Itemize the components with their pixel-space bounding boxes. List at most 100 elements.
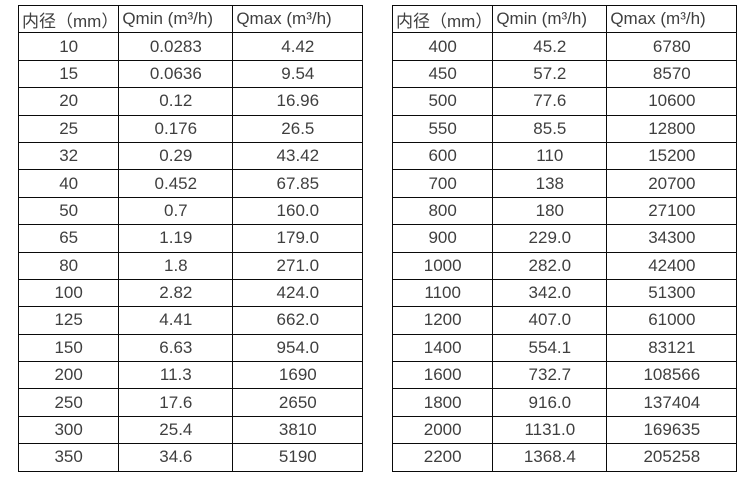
qmax-cell: 10600 (606, 87, 738, 116)
table-header: 内径（mm） Qmin (m³/h) Qmax (m³/h) (17, 4, 364, 34)
diameter-cell: 25 (17, 114, 120, 143)
diameter-cell: 2000 (391, 415, 494, 445)
qmax-cell: 67.85 (232, 169, 364, 198)
qmax-cell: 205258 (606, 443, 738, 472)
diameter-cell: 600 (391, 141, 494, 171)
table-row: 800 180 27100 (391, 196, 738, 226)
table-row: 40 0.452 67.85 (17, 169, 364, 198)
diameter-cell: 800 (391, 196, 494, 226)
header-row: 内径（mm） Qmin (m³/h) Qmax (m³/h) (17, 4, 364, 34)
diameter-cell: 32 (17, 141, 120, 171)
qmax-cell: 662.0 (232, 306, 364, 335)
table-row: 25 0.176 26.5 (17, 114, 364, 143)
qmin-cell: 85.5 (492, 114, 608, 143)
table-row: 1000 282.0 42400 (391, 251, 738, 280)
qmax-cell: 3810 (232, 415, 364, 445)
qmin-cell: 1.19 (118, 224, 234, 253)
qmax-cell: 20700 (606, 169, 738, 198)
qmin-cell: 0.176 (118, 114, 234, 143)
column-header-qmin: Qmin (m³/h) (118, 4, 234, 34)
diameter-cell: 1100 (391, 278, 494, 308)
qmax-cell: 5190 (232, 443, 364, 472)
qmin-cell: 1.8 (118, 251, 234, 280)
qmin-cell: 229.0 (492, 224, 608, 253)
qmin-cell: 1368.4 (492, 443, 608, 472)
qmax-cell: 27100 (606, 196, 738, 226)
qmax-cell: 26.5 (232, 114, 364, 143)
diameter-cell: 150 (17, 333, 120, 363)
table-row: 125 4.41 662.0 (17, 306, 364, 335)
qmin-cell: 407.0 (492, 306, 608, 335)
diameter-cell: 1200 (391, 306, 494, 335)
qmax-cell: 179.0 (232, 224, 364, 253)
flow-range-table-large-diameters: 内径（mm） Qmin (m³/h) Qmax (m³/h) 400 45.2 6780… (391, 4, 738, 472)
qmin-cell: 25.4 (118, 415, 234, 445)
qmax-cell: 2650 (232, 388, 364, 417)
qmin-cell: 6.63 (118, 333, 234, 363)
diameter-cell: 550 (391, 114, 494, 143)
table-row: 300 25.4 3810 (17, 415, 364, 445)
column-header-qmax: Qmax (m³/h) (606, 4, 738, 34)
table-row: 700 138 20700 (391, 169, 738, 198)
table-row: 1200 407.0 61000 (391, 306, 738, 335)
diameter-cell: 80 (17, 251, 120, 280)
qmin-cell: 0.12 (118, 87, 234, 116)
qmax-cell: 424.0 (232, 278, 364, 308)
diameter-cell: 15 (17, 59, 120, 89)
diameter-cell: 400 (391, 32, 494, 61)
table-row: 20 0.12 16.96 (17, 87, 364, 116)
qmax-cell: 137404 (606, 388, 738, 417)
qmax-cell: 954.0 (232, 333, 364, 363)
qmin-cell: 732.7 (492, 361, 608, 390)
qmax-cell: 9.54 (232, 59, 364, 89)
table-row: 15 0.0636 9.54 (17, 59, 364, 89)
qmax-cell: 16.96 (232, 87, 364, 116)
header-row: 内径（mm） Qmin (m³/h) Qmax (m³/h) (391, 4, 738, 34)
column-header-diameter: 内径（mm） (17, 4, 120, 34)
diameter-cell: 700 (391, 169, 494, 198)
table-row: 900 229.0 34300 (391, 224, 738, 253)
table-row: 450 57.2 8570 (391, 59, 738, 89)
table-row: 600 110 15200 (391, 141, 738, 171)
table-row: 500 77.6 10600 (391, 87, 738, 116)
qmin-cell: 4.41 (118, 306, 234, 335)
qmin-cell: 17.6 (118, 388, 234, 417)
diameter-cell: 1400 (391, 333, 494, 363)
qmax-cell: 15200 (606, 141, 738, 171)
qmax-cell: 4.42 (232, 32, 364, 61)
table-row: 400 45.2 6780 (391, 32, 738, 61)
qmin-cell: 110 (492, 141, 608, 171)
table-header: 内径（mm） Qmin (m³/h) Qmax (m³/h) (391, 4, 738, 34)
qmin-cell: 57.2 (492, 59, 608, 89)
qmax-cell: 51300 (606, 278, 738, 308)
diameter-cell: 250 (17, 388, 120, 417)
table-row: 65 1.19 179.0 (17, 224, 364, 253)
qmin-cell: 0.452 (118, 169, 234, 198)
qmax-cell: 108566 (606, 361, 738, 390)
table-row: 2000 1131.0 169635 (391, 415, 738, 445)
table-row: 80 1.8 271.0 (17, 251, 364, 280)
qmin-cell: 1131.0 (492, 415, 608, 445)
diameter-cell: 2200 (391, 443, 494, 472)
diameter-cell: 500 (391, 87, 494, 116)
diameter-cell: 1800 (391, 388, 494, 417)
qmin-cell: 282.0 (492, 251, 608, 280)
diameter-cell: 900 (391, 224, 494, 253)
table-row: 200 11.3 1690 (17, 361, 364, 390)
diameter-cell: 1000 (391, 251, 494, 280)
qmin-cell: 2.82 (118, 278, 234, 308)
qmax-cell: 12800 (606, 114, 738, 143)
table-row: 1600 732.7 108566 (391, 361, 738, 390)
qmin-cell: 34.6 (118, 443, 234, 472)
flow-range-table-small-diameters: 内径（mm） Qmin (m³/h) Qmax (m³/h) 10 0.0283 4.4… (17, 4, 364, 472)
qmax-cell: 8570 (606, 59, 738, 89)
qmin-cell: 342.0 (492, 278, 608, 308)
qmax-cell: 83121 (606, 333, 738, 363)
qmax-cell: 6780 (606, 32, 738, 61)
diameter-cell: 450 (391, 59, 494, 89)
qmax-cell: 1690 (232, 361, 364, 390)
qmin-cell: 45.2 (492, 32, 608, 61)
diameter-cell: 50 (17, 196, 120, 226)
column-header-qmax: Qmax (m³/h) (232, 4, 364, 34)
table-row: 250 17.6 2650 (17, 388, 364, 417)
